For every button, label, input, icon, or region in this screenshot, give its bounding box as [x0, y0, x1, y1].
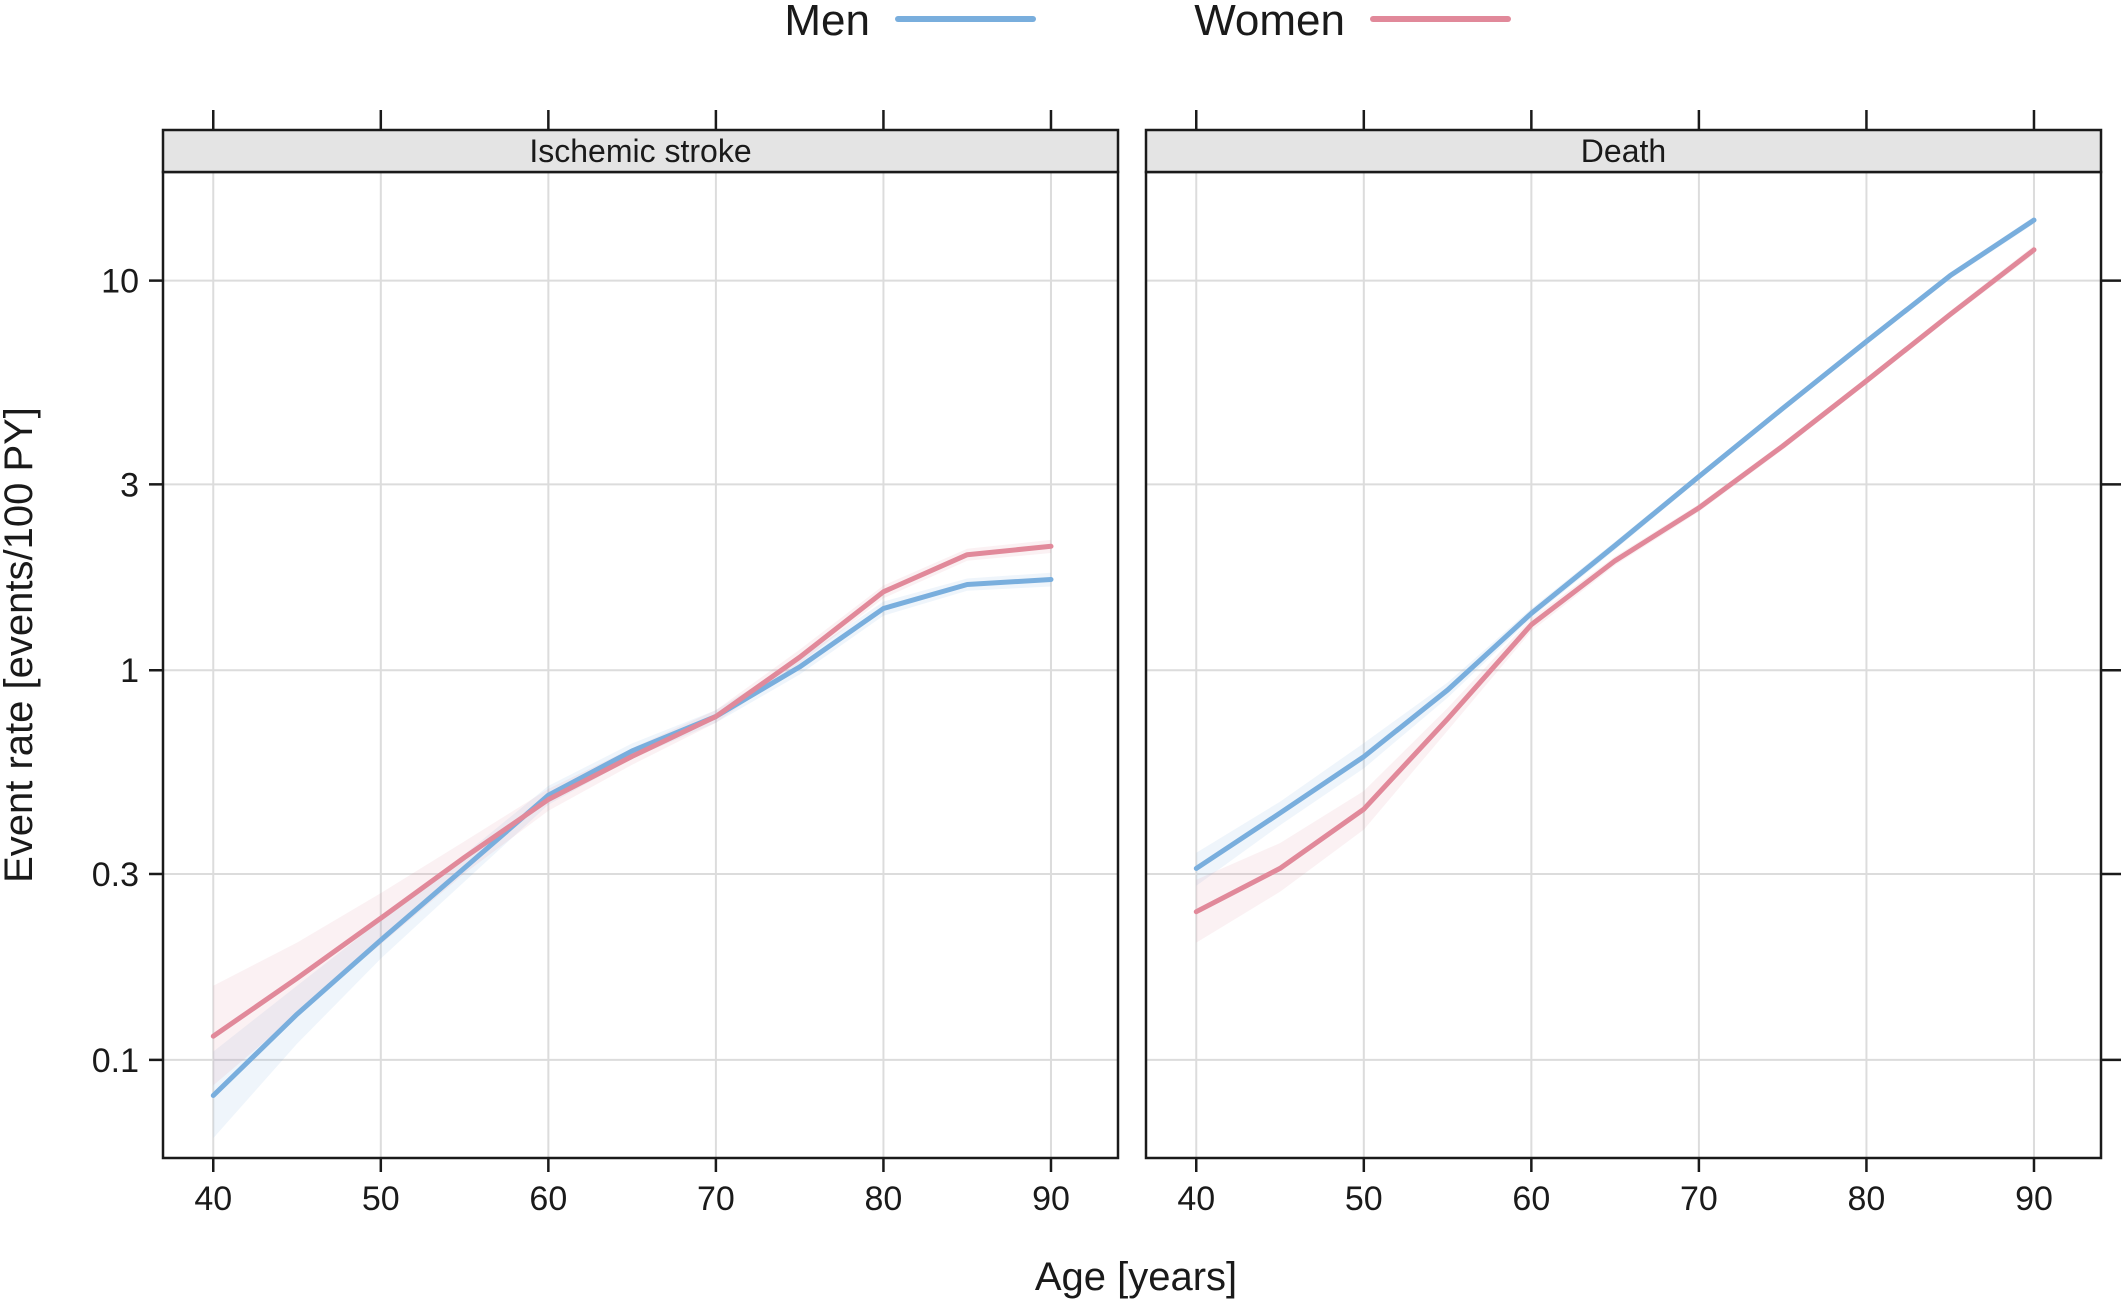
- x-tick-label: 70: [1680, 1180, 1718, 1218]
- y-tick-label: 0.3: [92, 856, 139, 894]
- panel-strip: [1144, 128, 2103, 174]
- panel-title: Ischemic stroke: [529, 133, 751, 169]
- x-tick-label: 80: [1848, 1180, 1886, 1218]
- panel-title: Death: [1581, 133, 1666, 169]
- series-line-women: [210, 543, 1054, 1039]
- ci-band-women: [213, 539, 1052, 1086]
- panels: Ischemic stroke 40 50 60 70 80 90 Death 40 50 60 70…: [161, 110, 2103, 1218]
- y-tick-label: 0.1: [92, 1042, 139, 1080]
- x-tick-label: 50: [1345, 1180, 1383, 1218]
- x-tick-label: 50: [362, 1180, 400, 1218]
- y-axis-title: Event rate [events/100 PY]: [0, 407, 41, 883]
- ci-band-women: [1196, 245, 2034, 943]
- y-axis: 0.1 0.3 1 3 10: [92, 263, 2121, 1080]
- series-line-women: [1193, 247, 2037, 915]
- ci-band-men: [1196, 216, 2034, 886]
- legend-label-men: Men: [784, 0, 870, 45]
- panel-strip: [161, 128, 1120, 174]
- x-tick-label: 80: [865, 1180, 903, 1218]
- y-tick-label: 10: [101, 263, 139, 301]
- ci-band-men: [213, 572, 1052, 1139]
- x-axis-title: Age [years]: [1035, 1255, 1237, 1299]
- legend: Men Women: [784, 0, 1511, 45]
- x-tick-label: 60: [1512, 1180, 1550, 1218]
- series-line-men: [210, 577, 1054, 1098]
- x-tick-label: 40: [194, 1180, 232, 1218]
- panel-2: Death 40 50 60 70 80 90: [1144, 110, 2103, 1218]
- panel-1: Ischemic stroke 40 50 60 70 80 90: [161, 110, 1120, 1218]
- series-line-men: [1193, 217, 2037, 871]
- y-tick-label: 3: [120, 466, 139, 504]
- x-tick-label: 40: [1177, 1180, 1215, 1218]
- y-tick-label: 1: [120, 652, 139, 690]
- panel-frame: [1144, 170, 2103, 1160]
- x-tick-label: 90: [1032, 1180, 1070, 1218]
- x-tick-label: 90: [2015, 1180, 2053, 1218]
- x-tick-label: 70: [697, 1180, 735, 1218]
- legend-label-women: Women: [1194, 0, 1345, 45]
- x-tick-label: 60: [529, 1180, 567, 1218]
